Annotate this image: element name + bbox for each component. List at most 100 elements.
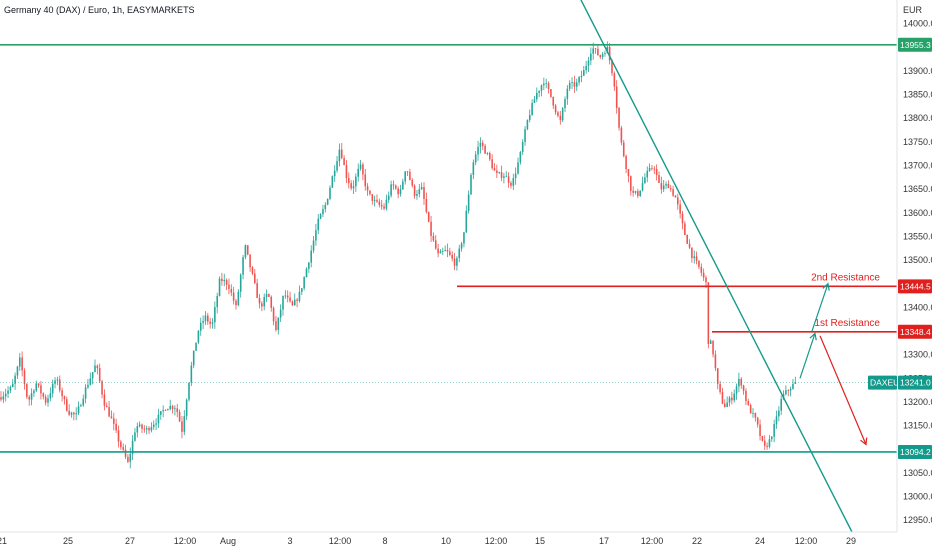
- candle-body: [439, 251, 442, 254]
- candle-body: [265, 294, 268, 298]
- candle-body: [604, 53, 606, 55]
- candle-body: [543, 83, 545, 86]
- candle-body: [145, 428, 148, 430]
- candle-body: [305, 268, 308, 278]
- candle-body: [789, 389, 792, 391]
- candle-body: [352, 186, 355, 189]
- candle-body: [357, 168, 359, 177]
- candle-body: [742, 385, 745, 391]
- candle-body: [761, 436, 764, 441]
- price-tag-value: 13094.2: [900, 447, 931, 457]
- candle-body: [489, 152, 491, 160]
- candle-body: [688, 243, 691, 248]
- candle-body: [162, 410, 164, 412]
- candle-body: [641, 183, 644, 191]
- candle-body: [526, 120, 529, 130]
- candle-body: [4, 393, 7, 397]
- candle-body: [778, 410, 780, 417]
- second-resistance-label: 2nd Resistance: [811, 272, 880, 283]
- candle-body: [719, 383, 721, 393]
- price-tag-bg: [898, 37, 932, 52]
- candle-body: [336, 161, 338, 171]
- candle-body: [322, 209, 324, 215]
- candle-body: [296, 299, 298, 301]
- candle-body: [150, 427, 153, 431]
- candle-body: [731, 397, 733, 401]
- price-tick-label: 13150.0: [903, 421, 932, 431]
- candle-body: [724, 403, 726, 408]
- candle-body: [792, 383, 794, 390]
- bullish-arrow-2[interactable]: [811, 283, 829, 332]
- candle-body: [547, 83, 550, 90]
- candle-body: [355, 176, 357, 187]
- candle-body: [493, 168, 496, 171]
- candle-body: [721, 392, 724, 404]
- candle-body: [120, 441, 122, 448]
- candle-body: [286, 295, 289, 298]
- candle-body: [329, 187, 331, 199]
- candle-body: [134, 432, 136, 441]
- candle-body: [427, 211, 430, 222]
- candle-body: [590, 53, 592, 61]
- candle-body: [437, 248, 439, 254]
- candle-body: [261, 303, 263, 307]
- candle-body: [693, 256, 696, 259]
- candle-body: [430, 221, 432, 237]
- candle-body: [14, 375, 16, 384]
- bullish-arrow-2-head: [822, 282, 830, 291]
- candle-body: [293, 299, 296, 306]
- candle-body: [705, 277, 707, 283]
- time-tick-label: 10: [441, 536, 451, 546]
- candle-body: [726, 402, 728, 408]
- candle-body: [575, 82, 578, 87]
- candle-body: [564, 99, 566, 109]
- descending-trendline[interactable]: [575, 0, 853, 533]
- candle-body: [425, 199, 428, 212]
- price-tag-bg: [898, 324, 932, 339]
- candle-body: [470, 174, 472, 195]
- candle-body: [533, 99, 536, 104]
- candle-body: [397, 188, 399, 195]
- upper-support-tag: 13955.3: [898, 37, 932, 52]
- candle-body: [136, 426, 139, 433]
- candle-body: [768, 439, 771, 447]
- candle-body: [580, 75, 583, 78]
- candle-body: [655, 168, 658, 176]
- time-tick-label: 3: [287, 536, 292, 546]
- candle-body: [733, 393, 735, 401]
- bullish-arrow-1[interactable]: [799, 333, 816, 379]
- candle-body: [484, 145, 486, 154]
- candle-body: [618, 107, 620, 128]
- candle-body: [70, 412, 73, 415]
- candle-body: [505, 176, 508, 178]
- drawings[interactable]: [575, 0, 868, 533]
- candle-body: [456, 258, 458, 266]
- candle-body: [747, 401, 750, 406]
- candle-body: [204, 315, 207, 322]
- candle-body: [451, 254, 453, 259]
- candle-body: [409, 171, 411, 180]
- candle-body: [84, 387, 87, 399]
- candle-body: [192, 350, 195, 366]
- candle-body: [11, 383, 14, 388]
- candle-body: [188, 382, 190, 400]
- lower-support-tag: 13094.2: [898, 444, 932, 459]
- candle-body: [500, 172, 503, 178]
- candle-body: [625, 156, 627, 170]
- candle-body: [218, 278, 221, 296]
- time-axis[interactable]: 21 25 27 12:00 Aug 3 12:00 8 10 12:00 15 17 12:00 22 2…: [0, 536, 856, 546]
- candle-body: [129, 453, 132, 462]
- candle-body: [449, 251, 451, 255]
- candle-body: [101, 381, 103, 395]
- candle-body: [326, 198, 329, 205]
- bearish-arrow[interactable]: [819, 335, 867, 445]
- candle-body: [686, 235, 688, 244]
- horizontal-levels[interactable]: 2nd Resistance 1st Resistance: [0, 43, 897, 453]
- candle-body: [432, 236, 435, 241]
- candle-body: [383, 206, 385, 209]
- candle-body: [658, 175, 660, 184]
- symbol-tag: DAXEUR: [870, 378, 905, 388]
- candle-body: [350, 183, 352, 189]
- candle-body: [601, 54, 604, 57]
